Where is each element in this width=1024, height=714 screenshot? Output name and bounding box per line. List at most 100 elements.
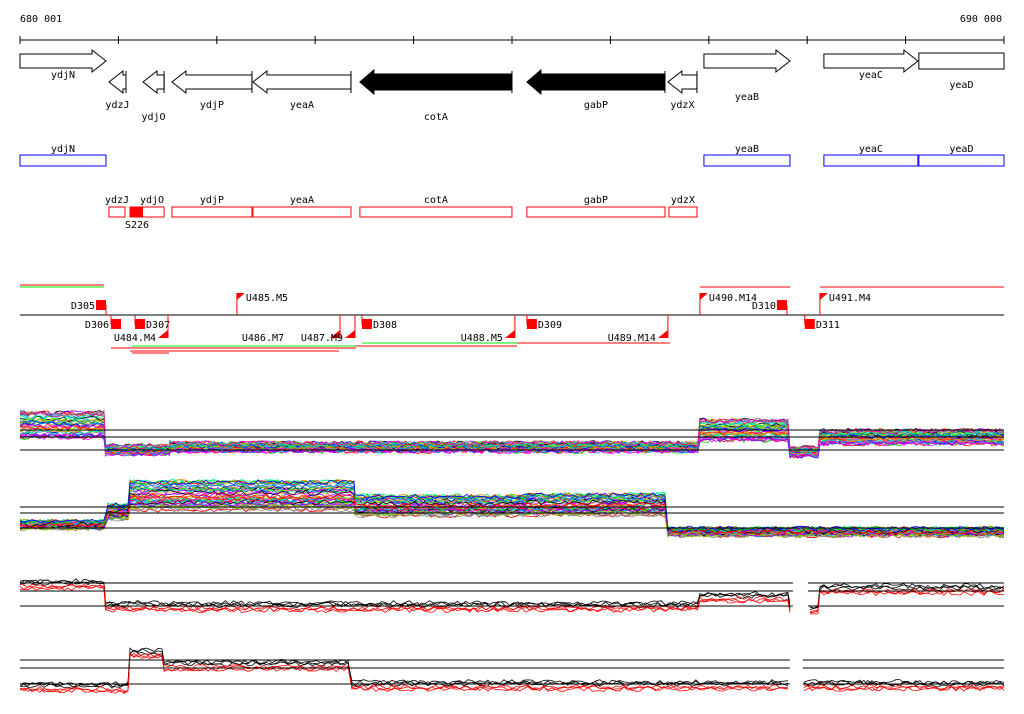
profile-trace <box>19 578 1004 609</box>
gene-label: yeaB <box>735 92 759 103</box>
profile-trace <box>19 652 1005 692</box>
triangle-marker-icon <box>330 330 341 338</box>
profile-trace <box>19 583 1005 614</box>
red-box-ydzJ <box>108 206 126 218</box>
gene-arrow-yeaC <box>823 48 919 74</box>
profile-trace <box>19 503 1004 538</box>
marker-label: D307 <box>146 320 170 331</box>
red-box-fill <box>130 207 144 217</box>
marker-label: U485.M5 <box>246 293 288 304</box>
marker-label: D305 <box>71 301 95 312</box>
blue-box-ydjN <box>19 154 107 167</box>
profile-trace <box>19 433 1004 459</box>
red-box-label: ydzX <box>671 195 695 206</box>
gene-arrow-ydzJ <box>108 69 127 95</box>
marker-label: U486.M7 <box>242 333 284 344</box>
red-box-label: cotA <box>424 195 448 206</box>
profile-trace <box>19 429 1005 458</box>
blue-box-label: ydjN <box>51 144 75 155</box>
triangle-marker-icon <box>504 330 515 338</box>
marker-label: U491.M4 <box>829 293 871 304</box>
profile-panel <box>19 478 1005 539</box>
profile-panel <box>19 647 1005 694</box>
gene-label: yeaD <box>949 80 973 91</box>
marker-label: U489.M14 <box>608 333 656 344</box>
gene-label: cotA <box>424 112 448 123</box>
blue-box-label: yeaB <box>735 144 759 155</box>
red-annotation-track: ydzJ ydjO ydjP yeaA cotA gabP ydzX <box>105 195 698 218</box>
axis-start-label: 680 001 <box>20 14 62 25</box>
triangle-marker-icon <box>158 330 169 338</box>
red-box-ydzX <box>668 206 698 218</box>
box-marker-icon <box>776 300 787 310</box>
triangle-marker-icon <box>344 330 355 338</box>
red-box-cotA <box>359 206 513 218</box>
red-box-yeaA <box>252 206 352 218</box>
red-box-gabP <box>526 206 666 218</box>
profile-trace <box>19 410 1005 452</box>
gene-arrow-ydzX <box>667 69 698 95</box>
profile-trace <box>19 479 1004 532</box>
marker-label: D309 <box>538 320 562 331</box>
blue-annotation-track: ydjN yeaB yeaC yeaD <box>19 144 1005 167</box>
marker-label: D311 <box>816 320 840 331</box>
gene-arrow-yeaA <box>252 69 352 95</box>
expression-profiles <box>19 409 1005 694</box>
profile-trace <box>19 654 1005 694</box>
profile-trace <box>19 653 1005 693</box>
blue-box-yeaD <box>918 154 1005 167</box>
marker-label: U488.M5 <box>461 333 503 344</box>
profile-trace <box>19 580 1005 611</box>
blue-box-yeaC <box>823 154 919 167</box>
gene-arrow-ydjN <box>19 48 107 74</box>
coordinate-axis <box>19 36 1005 44</box>
box-marker-icon <box>135 319 146 329</box>
box-marker-icon <box>111 319 122 329</box>
profile-trace <box>19 493 1004 535</box>
profile-trace <box>19 419 1005 454</box>
profile-trace <box>19 411 1004 452</box>
red-box-label: yeaA <box>290 195 314 206</box>
gene-label: ydjP <box>200 100 224 111</box>
axis-end-label: 690 000 <box>960 14 1002 25</box>
profile-trace <box>19 585 1004 615</box>
gene-label: ydzJ <box>105 100 129 111</box>
box-marker-icon <box>96 300 107 310</box>
red-box-label: ydjP <box>200 195 224 206</box>
profile-trace <box>19 496 1005 536</box>
profile-panel <box>19 409 1005 459</box>
profile-trace <box>19 479 1005 532</box>
gene-arrow-yeaD <box>918 52 1005 70</box>
profile-trace <box>19 506 1005 539</box>
flag-icon <box>819 293 828 300</box>
profile-trace <box>19 647 1004 687</box>
profile-trace <box>19 649 1005 689</box>
red-box-ydjO <box>129 206 165 218</box>
marker-label: D310 <box>752 301 776 312</box>
profile-trace <box>19 489 1005 535</box>
gene-arrow-yeaB <box>703 48 791 74</box>
marker-label: D306 <box>85 320 109 331</box>
gene-arrow-cotA <box>359 68 513 96</box>
box-marker-icon <box>361 319 372 329</box>
marker-label: U487.M9 <box>301 333 343 344</box>
gene-arrows-track: ydjN ydzJ ydjO ydjP yeaA cotA gabP ydzX yeaB yeaC… <box>19 48 1005 123</box>
site-label: S226 <box>125 220 149 231</box>
gene-label: ydjO <box>141 112 165 123</box>
red-box-label: gabP <box>584 195 608 206</box>
gene-arrow-gabP <box>526 68 666 96</box>
gene-arrow-ydjO <box>142 69 165 95</box>
red-box-label: ydzJ <box>105 195 129 206</box>
marker-label: D308 <box>373 320 397 331</box>
marker-label: U490.M14 <box>709 293 757 304</box>
flag-icon <box>236 293 245 300</box>
gene-label: yeaC <box>859 70 883 81</box>
gene-label: gabP <box>584 100 608 111</box>
box-marker-icon <box>526 319 537 329</box>
box-marker-icon <box>804 319 815 329</box>
marker-label: U484.M4 <box>114 333 156 344</box>
blue-box-yeaB <box>703 154 791 167</box>
gene-label: ydjN <box>51 70 75 81</box>
